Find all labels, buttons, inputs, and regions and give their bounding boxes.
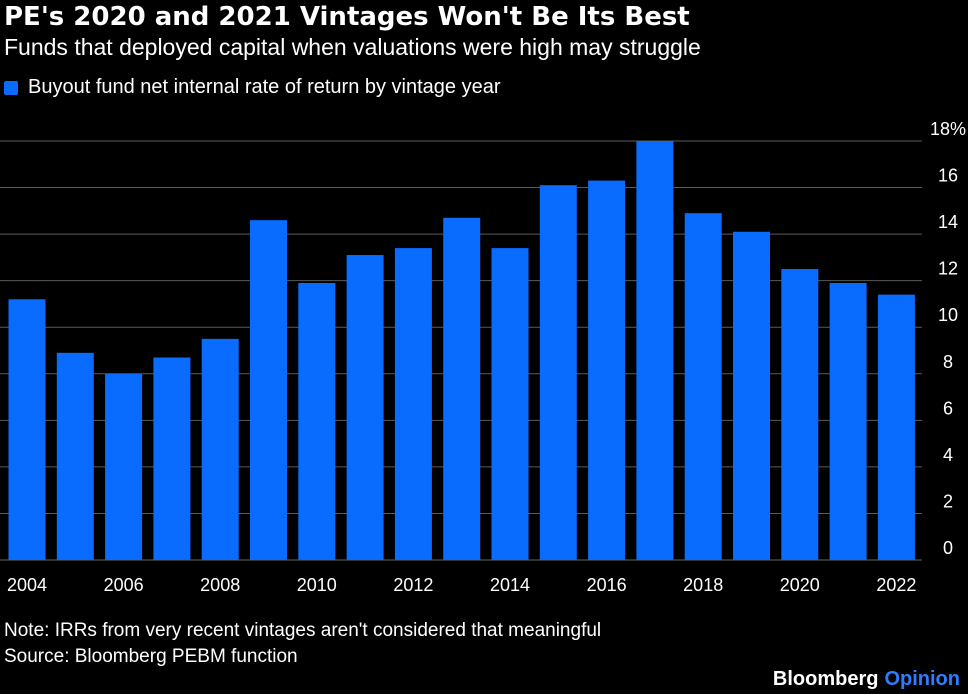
bar [539, 185, 577, 560]
bar [394, 248, 432, 561]
x-tick-label: 2006 [104, 575, 144, 595]
brand-logo: Bloomberg Opinion [773, 668, 960, 691]
bar [781, 269, 819, 560]
x-tick-label: 2004 [7, 575, 47, 595]
bar [201, 338, 239, 560]
bar [8, 299, 46, 560]
legend-label: Buyout fund net internal rate of return … [28, 76, 501, 98]
x-tick-label: 2012 [393, 575, 433, 595]
y-tick-label: 0 [943, 538, 953, 558]
legend: Buyout fund net internal rate of return … [4, 76, 501, 99]
bar [443, 217, 481, 561]
bar [250, 220, 287, 560]
y-tick-label: 12 [938, 259, 958, 279]
bar [636, 141, 674, 560]
bar [588, 180, 626, 561]
bar [105, 373, 143, 560]
y-tick-label: 16 [938, 166, 958, 186]
x-tick-label: 2008 [200, 575, 240, 595]
x-tick-label: 2016 [587, 575, 627, 595]
brand-sub: Opinion [884, 668, 960, 690]
bar [153, 357, 191, 560]
bar [877, 294, 915, 560]
chart-note: Note: IRRs from very recent vintages are… [4, 620, 602, 641]
chart-subtitle: Funds that deployed capital when valuati… [4, 34, 701, 60]
bar [346, 255, 384, 561]
bar [491, 248, 529, 561]
x-tick-label: 2010 [297, 575, 337, 595]
chart-source: Source: Bloomberg PEBM function [4, 646, 298, 667]
x-tick-label: 2020 [780, 575, 820, 595]
y-tick-label: 10 [938, 305, 958, 325]
y-tick-label: 18% [930, 119, 966, 139]
chart-title: PE's 2020 and 2021 Vintages Won't Be Its… [4, 2, 690, 32]
y-tick-label: 14 [938, 212, 958, 232]
y-tick-label: 6 [943, 398, 953, 418]
y-tick-label: 4 [943, 445, 953, 465]
y-tick-label: 8 [943, 352, 953, 372]
bar [733, 231, 770, 561]
bar [829, 282, 867, 560]
brand-main: Bloomberg [772, 668, 879, 690]
x-tick-label: 2018 [683, 575, 723, 595]
bar [298, 282, 336, 560]
legend-swatch [4, 80, 18, 95]
bar [56, 352, 94, 560]
x-tick-label: 2014 [490, 575, 530, 595]
bar [684, 213, 722, 560]
bar-chart: 0 2 4 6 8 10 12 14 16 18% 2004 2006 2008 2010 2012 2014… [0, 119, 966, 595]
y-tick-label: 2 [943, 491, 953, 511]
x-tick-label: 2022 [876, 575, 916, 595]
